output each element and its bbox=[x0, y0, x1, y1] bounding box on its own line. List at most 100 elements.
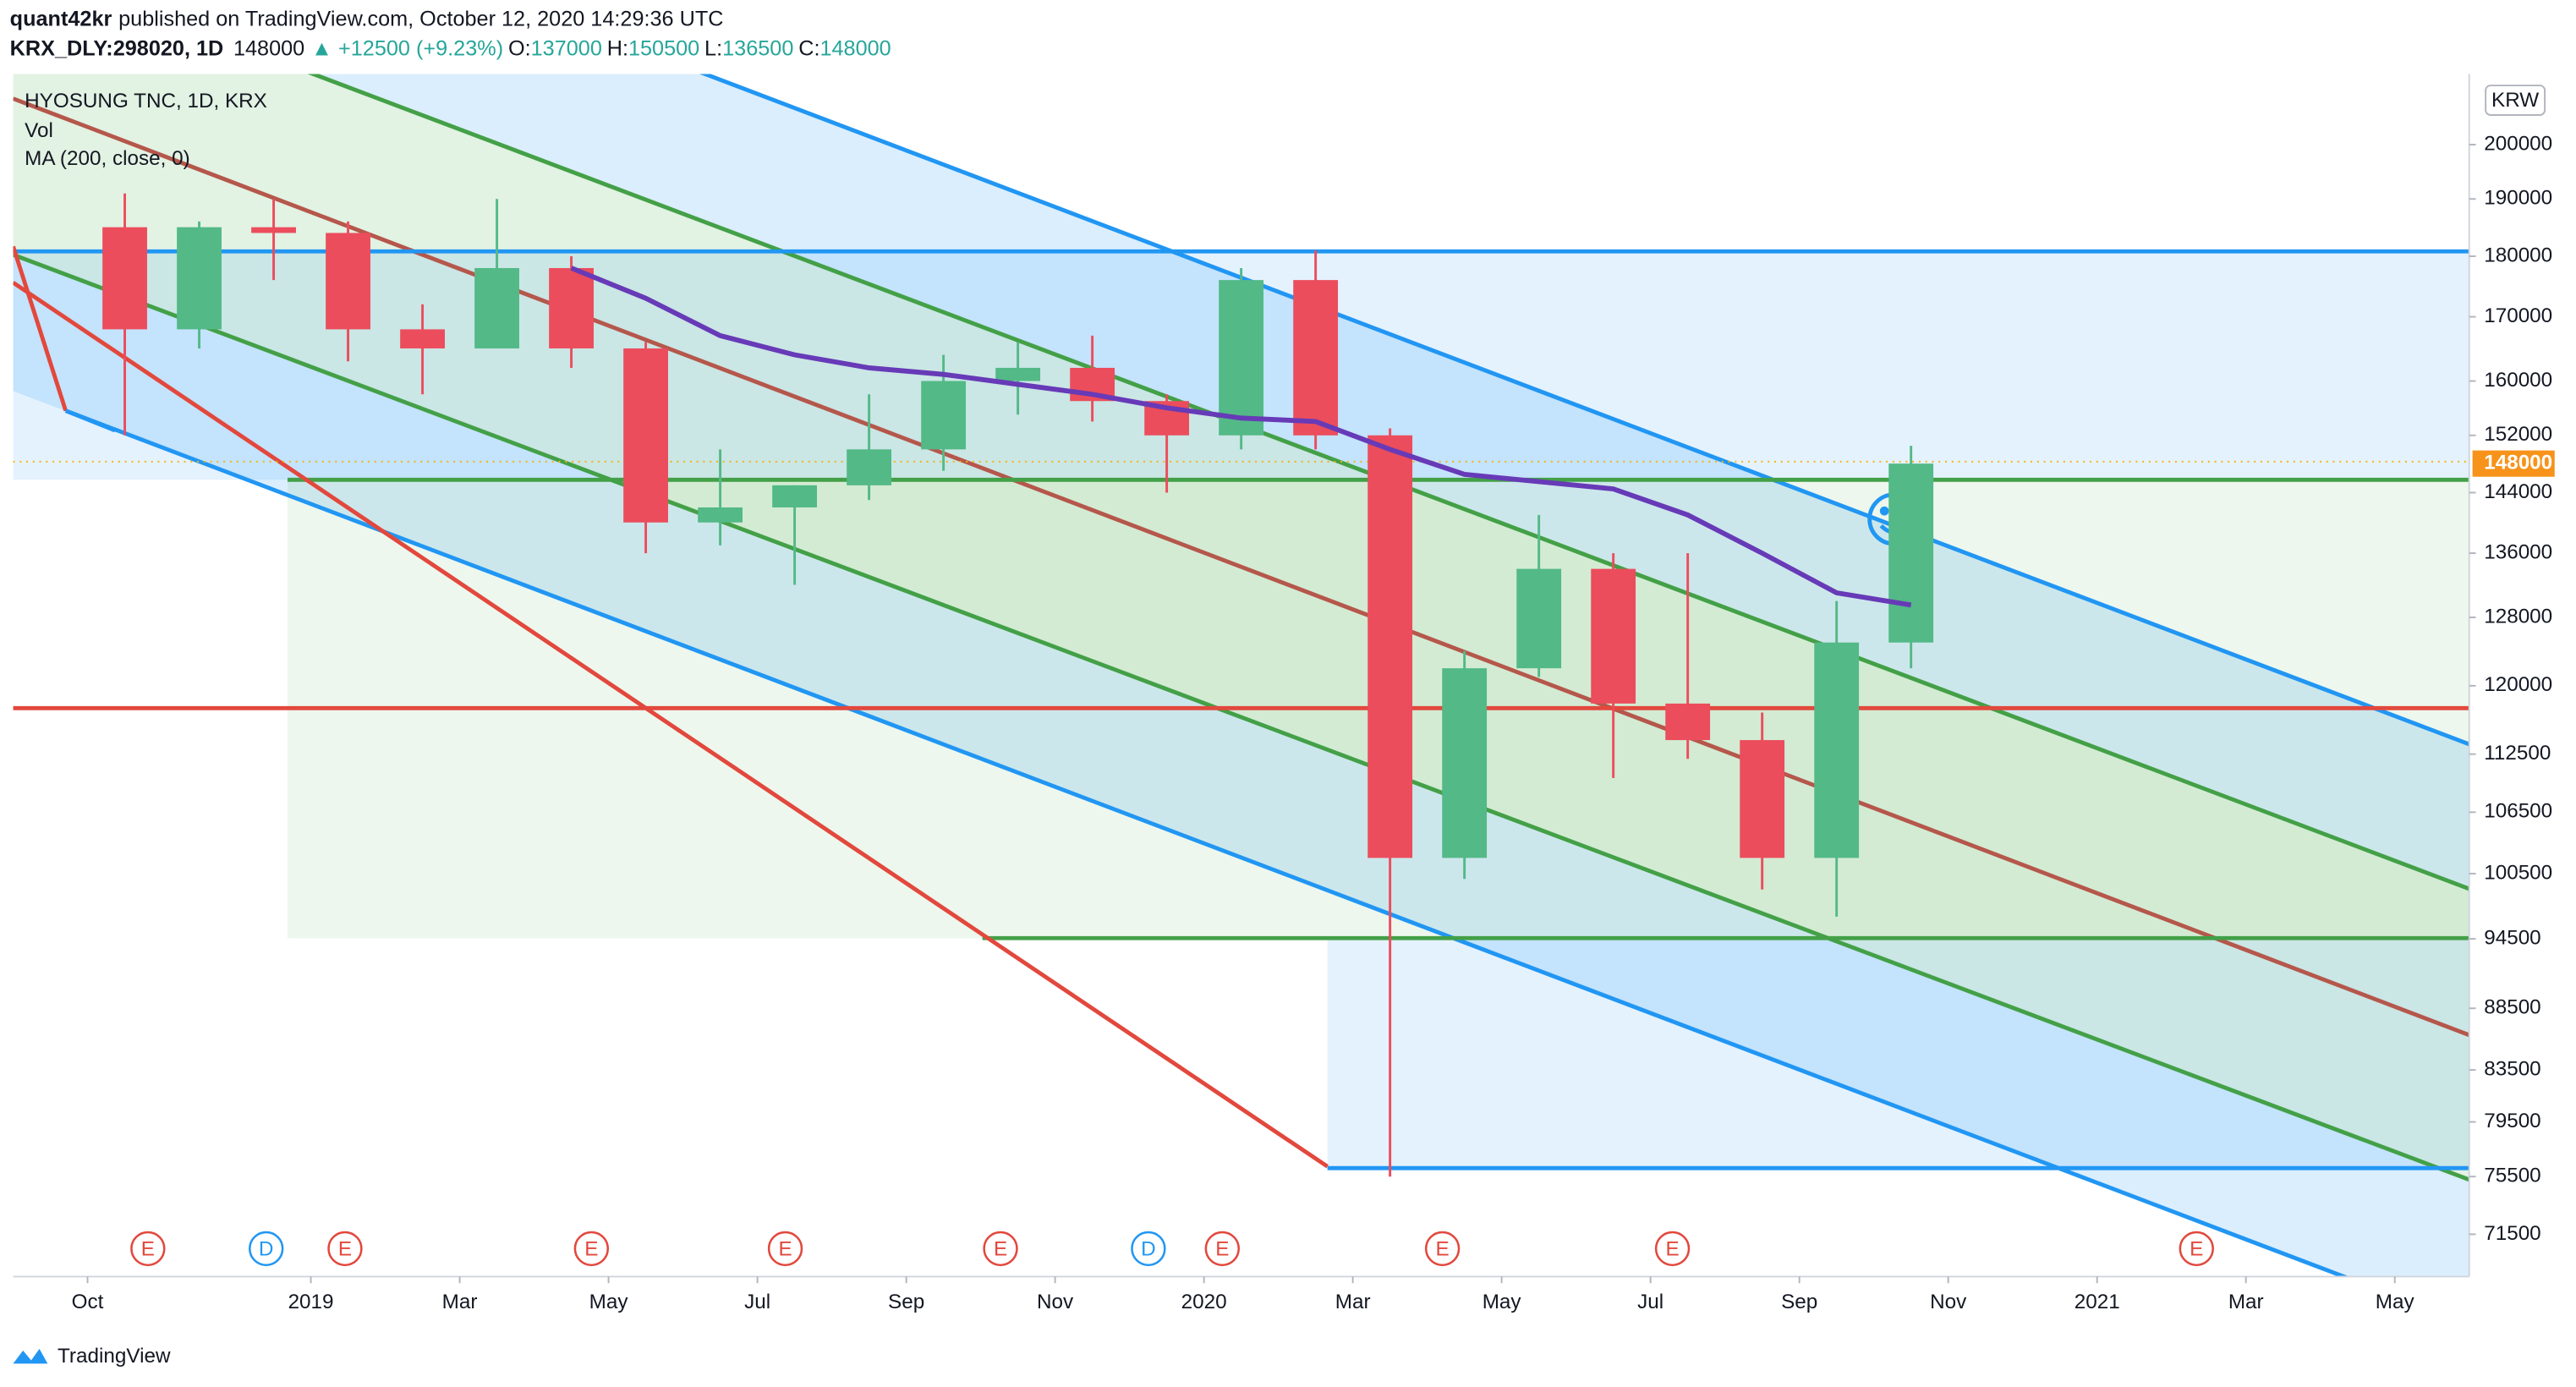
candle-body bbox=[1293, 280, 1339, 436]
event-label: E bbox=[2190, 1238, 2203, 1261]
symbol: KRX_DLY:298020, 1D bbox=[10, 36, 224, 60]
event-label: D bbox=[1141, 1238, 1156, 1261]
price-marks bbox=[102, 193, 1934, 1177]
trend-line bbox=[13, 252, 2469, 1182]
event-marker bbox=[249, 1231, 284, 1267]
brand-logo bbox=[13, 1348, 48, 1364]
event-marker bbox=[573, 1231, 610, 1267]
y-tick-label: 180000 bbox=[2484, 244, 2552, 266]
smiley-eye bbox=[1879, 506, 1889, 516]
event-marker bbox=[1204, 1231, 1240, 1267]
ohlc-label: C: bbox=[798, 36, 819, 60]
ohlc-label: H: bbox=[607, 36, 628, 60]
y-tick-label: 144000 bbox=[2484, 480, 2552, 503]
y-tick-label: 200000 bbox=[2484, 132, 2552, 155]
moving-average bbox=[570, 266, 1912, 608]
candle-body bbox=[1591, 568, 1636, 704]
candle-body bbox=[549, 267, 594, 348]
candle-body bbox=[623, 348, 668, 523]
candle-body bbox=[847, 449, 892, 485]
candle-body bbox=[698, 507, 743, 523]
y-tick-label: 83500 bbox=[2484, 1057, 2540, 1080]
event-marker bbox=[1131, 1231, 1166, 1267]
x-tick-label: Mar bbox=[2228, 1291, 2264, 1313]
candle-body bbox=[1219, 280, 1264, 436]
y-tick-label: 79500 bbox=[2484, 1110, 2540, 1132]
footer: TradingView bbox=[13, 1345, 171, 1368]
y-tick-label: 94500 bbox=[2484, 926, 2540, 949]
event-label: E bbox=[584, 1238, 598, 1261]
legend-entry: MA (200, close, 0) bbox=[25, 147, 190, 170]
candle-body bbox=[326, 233, 370, 330]
candle-body bbox=[1665, 703, 1711, 741]
y-tick-label: 106500 bbox=[2484, 800, 2552, 823]
x-tick-label: Nov bbox=[1930, 1291, 1967, 1313]
price-label-box bbox=[2472, 450, 2555, 477]
candle-body bbox=[1888, 463, 1934, 643]
event-marker bbox=[767, 1231, 803, 1267]
x-tick-label: Oct bbox=[72, 1291, 104, 1313]
y-tick-label: 190000 bbox=[2484, 187, 2552, 210]
x-tick-label: Mar bbox=[442, 1291, 478, 1313]
event-label: E bbox=[338, 1238, 352, 1261]
range-fill bbox=[1327, 938, 2469, 1169]
published: published on TradingView.com, October 12… bbox=[118, 7, 723, 30]
header-line: quant42kr published on TradingView.com, O… bbox=[10, 7, 724, 30]
ohlc-value: 150500 bbox=[628, 36, 699, 60]
ohlc-value: 137000 bbox=[531, 36, 602, 60]
event-label: E bbox=[1665, 1238, 1679, 1261]
trend-line bbox=[13, 281, 1329, 1169]
change: ▲ +12500 (+9.23%) bbox=[311, 36, 503, 60]
candle-body bbox=[251, 227, 296, 233]
x-tick-label: Sep bbox=[1781, 1291, 1817, 1313]
currency-box[interactable] bbox=[2485, 85, 2546, 116]
candle-body bbox=[474, 267, 519, 348]
candle-body bbox=[995, 367, 1041, 381]
y-tick-label: 100500 bbox=[2484, 861, 2552, 884]
candle-body bbox=[772, 485, 818, 507]
event-marker bbox=[2179, 1231, 2214, 1267]
event-marker bbox=[327, 1231, 363, 1267]
event-label: E bbox=[778, 1238, 792, 1261]
x-tick-label: May bbox=[2376, 1291, 2415, 1313]
candle-body bbox=[1814, 642, 1860, 858]
candle-body bbox=[177, 227, 222, 330]
x-tick-label: Nov bbox=[1037, 1291, 1074, 1313]
trend-line bbox=[13, 96, 2469, 1038]
x-tick-label: Jul bbox=[744, 1291, 770, 1313]
event-marker bbox=[130, 1231, 166, 1267]
event-label: E bbox=[1436, 1238, 1450, 1261]
y-tick-label: 160000 bbox=[2484, 369, 2552, 392]
candle-body bbox=[400, 329, 445, 348]
quote-line: KRX_DLY:298020, 1D 148000 ▲ +12500 (+9.23%… bbox=[10, 36, 891, 60]
legend-entry: HYOSUNG TNC, 1D, KRX bbox=[25, 90, 267, 112]
y-tick-label: 120000 bbox=[2484, 673, 2552, 696]
x-tick-label: Jul bbox=[1637, 1291, 1663, 1313]
brand: TradingView bbox=[58, 1345, 171, 1368]
ohlc-value: 148000 bbox=[819, 36, 891, 60]
legend-entry: Vol bbox=[25, 119, 53, 142]
y-tick-label: 71500 bbox=[2484, 1222, 2540, 1245]
x-tick-label: 2019 bbox=[288, 1291, 334, 1313]
last-price: 148000 bbox=[233, 36, 304, 60]
x-tick-label: 2021 bbox=[2075, 1291, 2120, 1313]
event-marker bbox=[1424, 1231, 1461, 1267]
ohlc-value: 136500 bbox=[722, 36, 793, 60]
trend-line bbox=[64, 408, 2350, 1277]
x-tick-label: 2020 bbox=[1181, 1291, 1227, 1313]
y-tick-label: 152000 bbox=[2484, 423, 2552, 446]
candle-body bbox=[921, 381, 967, 450]
event-label: E bbox=[1215, 1238, 1229, 1261]
candle-body bbox=[1367, 435, 1413, 858]
currency[interactable]: KRW bbox=[2491, 89, 2539, 112]
candle-body bbox=[1516, 568, 1562, 669]
event-marker bbox=[1654, 1231, 1691, 1267]
ohlc-label: O: bbox=[508, 36, 531, 60]
trend-line bbox=[64, 408, 116, 433]
price-label: 148000 bbox=[2484, 452, 2552, 474]
drawings bbox=[13, 74, 2469, 1277]
y-tick-label: 170000 bbox=[2484, 304, 2552, 327]
x-tick-label: Sep bbox=[888, 1291, 924, 1313]
